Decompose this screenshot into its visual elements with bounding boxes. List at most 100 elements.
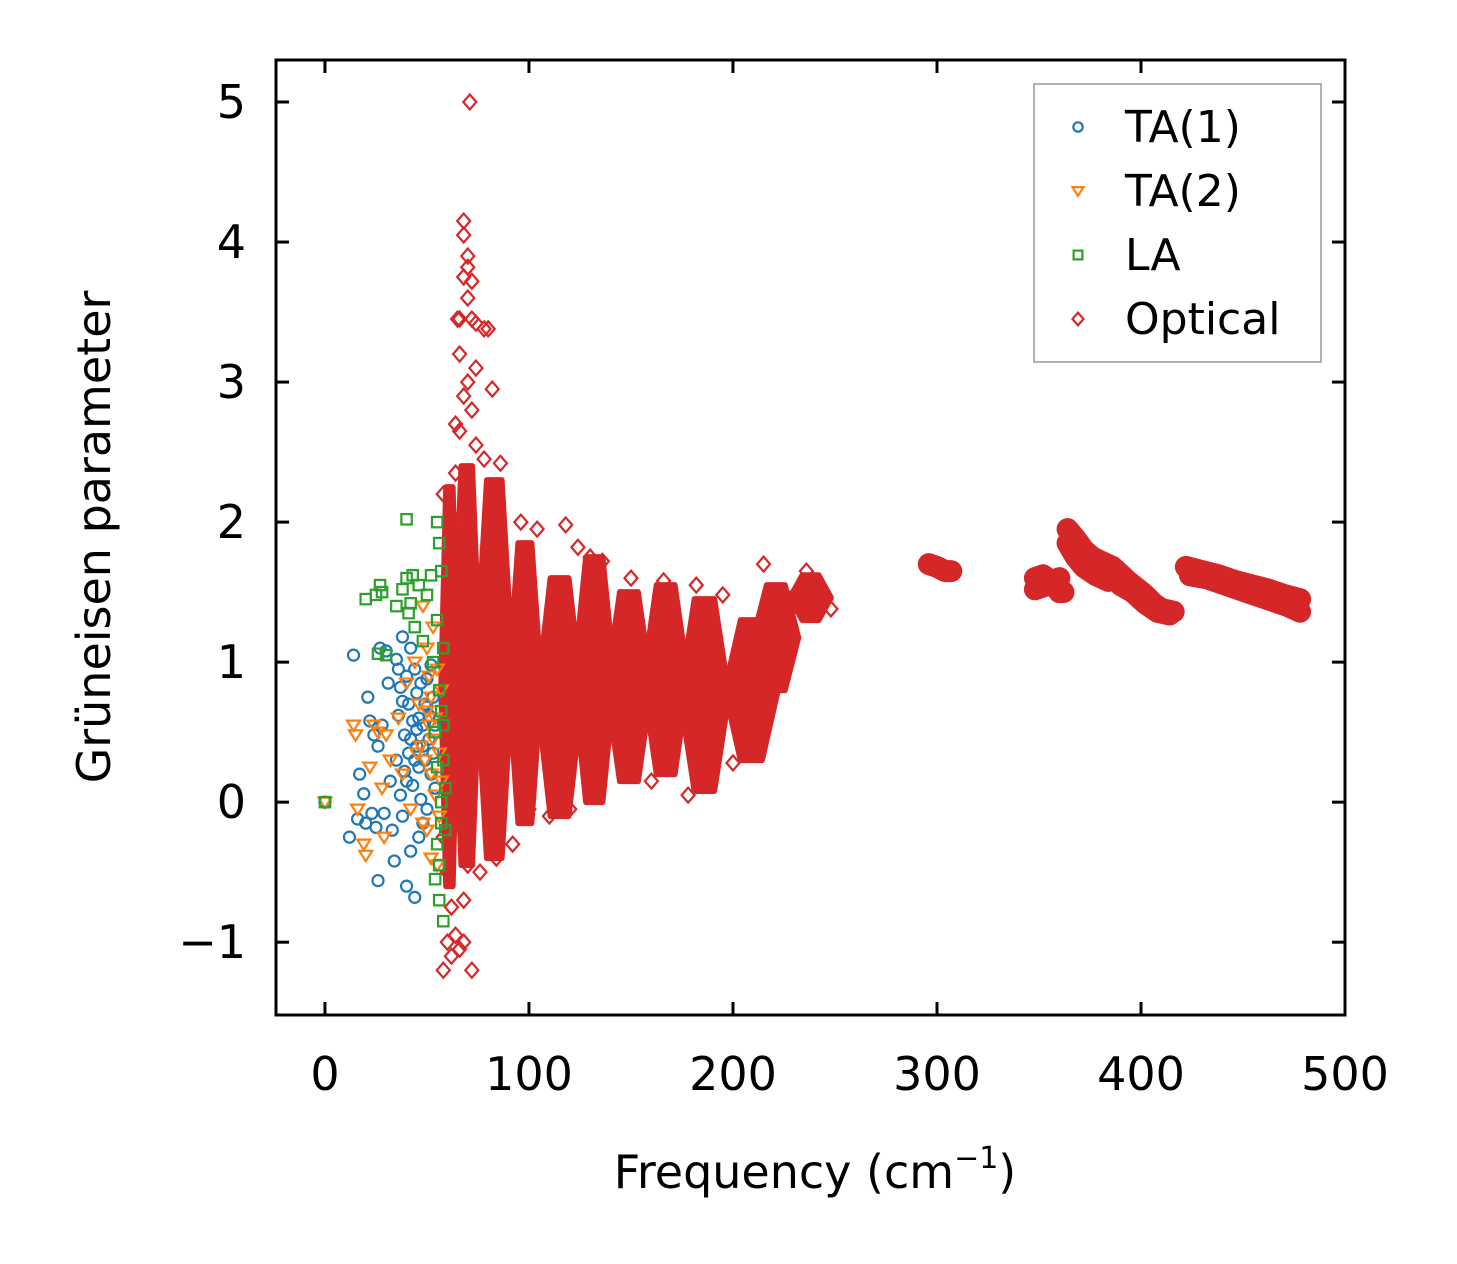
legend-label-la: LA: [1125, 230, 1181, 281]
series-optical-point-58: [541, 807, 558, 826]
y-tick-label-3: 3: [217, 355, 246, 409]
series-la-point-14: [408, 620, 422, 634]
series-optical-point-30: [557, 515, 574, 535]
series-la-point-10: [400, 512, 413, 526]
series-optical-point-26: [435, 484, 452, 504]
series-ta-2-point-29: [426, 789, 444, 804]
series-ta-2-point-9: [373, 782, 391, 797]
series-ta-2-point-38: [412, 740, 430, 755]
series-la-point-19: [426, 655, 440, 669]
series-optical-point-9: [451, 309, 468, 329]
series-ta-2-point-21: [418, 642, 436, 657]
series-ta-1-point-51: [420, 672, 434, 686]
series-ta-1-point-62: [404, 732, 418, 746]
series-ta-2-point-10: [375, 831, 393, 846]
series-optical-point-61: [623, 764, 639, 784]
series-optical-point-29: [529, 519, 546, 539]
series-ta-1-point-31: [399, 669, 414, 683]
series-optical-point-39: [782, 589, 799, 609]
series-ta-1-point-52: [420, 802, 434, 816]
series-optical-point-12: [476, 319, 493, 339]
series-optical-point-34: [623, 568, 639, 588]
series-ta-2-point-16: [402, 803, 420, 818]
series-optical-point-55: [488, 849, 505, 868]
series-ta-2-point-6: [361, 761, 379, 776]
series-optical-point-37: [714, 585, 731, 605]
series-optical-point-53: [459, 856, 476, 875]
series-optical-point-50: [435, 961, 452, 980]
series-la-point-1: [359, 592, 373, 606]
y-tick-label-0: 0: [217, 775, 246, 829]
series-ta-2-point-5: [357, 849, 375, 864]
series-optical-dense-region-10: [750, 582, 802, 694]
series-optical-point-36: [688, 575, 705, 595]
series-optical-point-66: [745, 708, 762, 728]
series-ta-1-point-18: [381, 676, 395, 690]
series-ta-2-point-40: [418, 705, 436, 720]
series-optical-point-51: [463, 961, 480, 980]
series-la-point-16: [416, 634, 430, 648]
series-la-point-28: [432, 893, 446, 907]
series-ta-2-point-22: [418, 824, 436, 839]
series-la-point-29: [434, 564, 448, 578]
series-la-point-18: [424, 569, 438, 582]
series-ta-1-point-11: [369, 820, 383, 834]
series-ta-1-point-66: [395, 694, 410, 708]
series-optical-point-28: [512, 512, 529, 532]
series-ta-2-point-20: [416, 754, 434, 769]
series-ta-2-point-12: [381, 754, 399, 769]
series-optical-point-47: [447, 926, 464, 945]
series-la-point-6: [379, 648, 393, 662]
y-tick-label-4: 4: [217, 215, 246, 269]
series-ta-2-point-36: [432, 775, 450, 790]
series-optical-point-20: [447, 414, 464, 434]
series-ta-1-point-4: [353, 767, 367, 781]
series-ta-1-point-32: [399, 879, 414, 893]
series-ta-2-point-28: [424, 621, 442, 636]
x-axis-title-main: Frequency (cm: [614, 1145, 954, 1199]
series-optical-dense-region-8: [676, 596, 732, 794]
series-ta-2-point-17: [406, 656, 424, 671]
series-optical-branch-6: [1109, 574, 1181, 626]
series-optical-point-8: [449, 309, 466, 329]
series-ta-2-point-3: [349, 803, 367, 818]
series-ta-1-point-16: [377, 806, 391, 820]
y-tick-label-1: 1: [217, 635, 246, 689]
series-ta-1-point-36: [404, 844, 418, 858]
series-ta-2-point-34: [430, 810, 448, 825]
series-la-point-12: [404, 597, 417, 610]
series-ta-1-point-9: [365, 806, 379, 820]
series-optical-point-33: [594, 552, 611, 571]
series-ta-2-point-2: [347, 729, 365, 743]
series-la-point-27: [432, 683, 446, 697]
legend-entries: TA(1) TA(2) LA Optical: [1070, 102, 1280, 345]
series-optical-branch-8: [1178, 564, 1312, 623]
optical-series-layer: [435, 92, 1312, 980]
series-optical-point-48: [455, 933, 472, 952]
series-optical-point-40: [798, 561, 815, 581]
acoustic-series-layer: [316, 512, 452, 928]
legend-label-optical: Optical: [1125, 294, 1280, 345]
series-optical-point-56: [504, 835, 521, 854]
legend-marker-ta-2: [1070, 186, 1086, 199]
series-la-point-17: [420, 588, 434, 602]
series-la-point-37: [432, 858, 446, 872]
series-optical-point-24: [447, 463, 464, 483]
series-ta-2-point-23: [420, 719, 438, 734]
series-optical-point-38: [755, 554, 772, 574]
series-optical-branch-0: [917, 553, 963, 583]
y-tick-label-2: 2: [217, 495, 246, 549]
series-optical-point-18: [455, 386, 472, 406]
series-la-point-7: [390, 599, 403, 613]
series-la-point-32: [436, 718, 450, 732]
series-optical-point-32: [582, 547, 599, 567]
x-tick-label-300: 300: [893, 1047, 981, 1101]
series-ta-2-point-26: [422, 691, 440, 706]
series-optical-point-64: [704, 750, 721, 770]
series-ta-1-point-28: [395, 809, 410, 823]
series-la-point-15: [412, 578, 426, 592]
series-la-point-3: [371, 647, 385, 661]
series-optical-point-62: [643, 771, 660, 791]
